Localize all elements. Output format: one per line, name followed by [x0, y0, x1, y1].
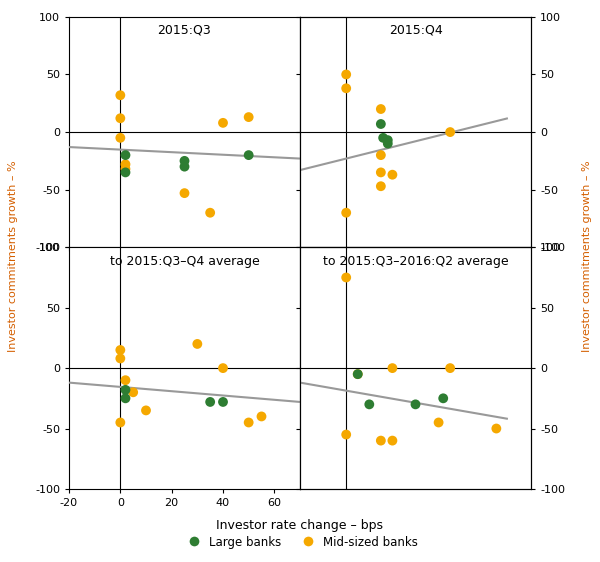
Point: [116, 114, 125, 123]
Point: [116, 354, 125, 363]
Point: [193, 339, 202, 348]
Point: [141, 406, 151, 415]
Text: Investor commitments growth – %: Investor commitments growth – %: [8, 160, 18, 351]
Point: [244, 151, 253, 160]
Point: [341, 209, 351, 217]
Point: [121, 151, 130, 160]
Point: [445, 128, 455, 137]
Point: [180, 156, 190, 165]
Point: [121, 386, 130, 395]
Point: [121, 168, 130, 177]
Point: [376, 151, 386, 160]
Point: [410, 400, 420, 409]
Point: [116, 346, 125, 355]
Point: [180, 162, 190, 171]
Point: [257, 412, 266, 421]
Point: [116, 90, 125, 99]
Point: [376, 120, 386, 129]
Point: [244, 112, 253, 121]
Point: [376, 436, 386, 445]
Point: [491, 424, 501, 433]
Point: [218, 119, 228, 128]
Point: [121, 375, 130, 384]
Text: 2015:Q4: 2015:Q4: [389, 24, 442, 37]
Point: [434, 418, 443, 427]
Point: [383, 135, 392, 144]
Text: 2015:Q3: 2015:Q3: [158, 24, 211, 37]
Point: [376, 182, 386, 191]
Point: [388, 364, 397, 373]
Point: [121, 394, 130, 403]
Point: [116, 418, 125, 427]
Point: [121, 160, 130, 169]
Text: Investor commitments growth – %: Investor commitments growth – %: [582, 160, 592, 351]
Text: to 2015:Q3–2016:Q2 average: to 2015:Q3–2016:Q2 average: [323, 255, 508, 268]
Point: [439, 394, 448, 403]
Point: [341, 430, 351, 439]
Point: [341, 273, 351, 282]
Text: Investor rate change – bps: Investor rate change – bps: [217, 519, 383, 532]
Point: [128, 388, 138, 397]
Text: to 2015:Q3–Q4 average: to 2015:Q3–Q4 average: [110, 255, 259, 268]
Point: [388, 436, 397, 445]
Point: [383, 139, 392, 148]
Point: [180, 189, 190, 198]
Point: [116, 133, 125, 142]
Point: [244, 418, 253, 427]
Point: [388, 170, 397, 179]
Legend: Large banks, Mid-sized banks: Large banks, Mid-sized banks: [178, 531, 422, 553]
Point: [205, 397, 215, 406]
Point: [341, 70, 351, 79]
Point: [218, 364, 228, 373]
Point: [445, 364, 455, 373]
Point: [353, 370, 362, 379]
Point: [379, 133, 388, 142]
Point: [376, 105, 386, 114]
Point: [365, 400, 374, 409]
Point: [376, 168, 386, 177]
Point: [353, 370, 362, 379]
Point: [205, 209, 215, 217]
Point: [121, 165, 130, 174]
Point: [341, 84, 351, 93]
Point: [218, 397, 228, 406]
